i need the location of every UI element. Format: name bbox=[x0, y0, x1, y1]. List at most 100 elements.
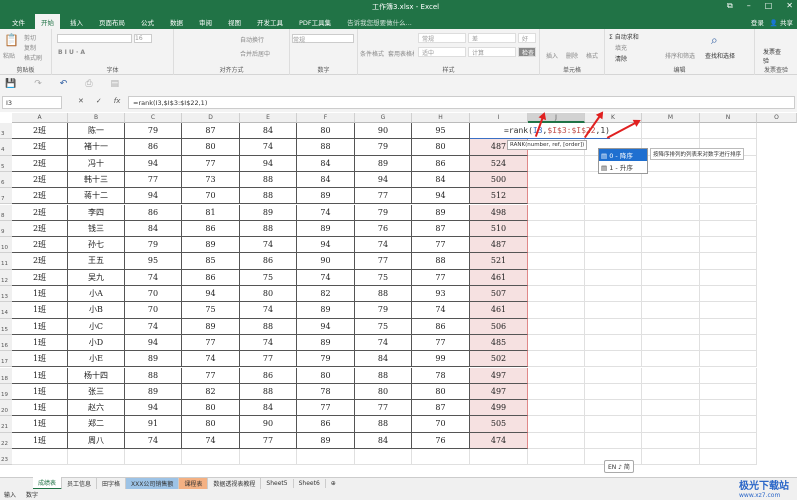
cell[interactable]: 81 bbox=[182, 204, 240, 221]
cell[interactable]: 524 bbox=[470, 155, 528, 172]
cell[interactable] bbox=[642, 155, 700, 172]
cell[interactable]: 507 bbox=[470, 286, 528, 303]
cell[interactable]: 2班 bbox=[12, 171, 68, 189]
cell[interactable]: 86 bbox=[412, 318, 470, 335]
cell[interactable] bbox=[528, 449, 585, 466]
tab-8[interactable]: 开发工具 bbox=[257, 18, 283, 27]
cell[interactable]: 1班 bbox=[12, 400, 68, 417]
bold-button[interactable]: B I U · A bbox=[58, 49, 85, 56]
merge-center-button[interactable]: 合并后居中 bbox=[240, 51, 271, 58]
cell[interactable] bbox=[470, 449, 528, 466]
sheet-tab[interactable]: Sheet6 bbox=[294, 479, 326, 488]
cell[interactable]: 77 bbox=[125, 171, 182, 189]
column-header-F[interactable]: F bbox=[297, 113, 355, 123]
cell[interactable] bbox=[68, 449, 125, 466]
cell[interactable]: 1班 bbox=[12, 383, 68, 401]
cell[interactable]: 74 bbox=[240, 302, 297, 319]
sheet-tab[interactable]: 课程表 bbox=[179, 478, 209, 489]
cell[interactable]: 79 bbox=[355, 204, 412, 221]
spreadsheet-grid[interactable]: A B C D E F G H I J K M N O 3 2班 陈一 79 87 84 80 90 95 4 2班 褚十一 86 8… bbox=[0, 113, 797, 477]
cell[interactable] bbox=[528, 318, 585, 335]
cell[interactable] bbox=[700, 237, 757, 254]
style-check-cell[interactable]: 检查单元格 bbox=[518, 47, 536, 57]
cell[interactable]: 赵六 bbox=[68, 400, 125, 417]
cell[interactable] bbox=[700, 449, 757, 466]
cell[interactable]: 86 bbox=[412, 155, 470, 172]
maximize-button[interactable]: □ bbox=[764, 1, 773, 10]
cell[interactable]: 77 bbox=[412, 269, 470, 286]
fill-button[interactable]: 填充 bbox=[615, 45, 628, 52]
cell[interactable]: 孙七 bbox=[68, 237, 125, 254]
cell[interactable]: 94 bbox=[125, 155, 182, 172]
cell[interactable] bbox=[297, 449, 355, 466]
cell[interactable]: 497 bbox=[470, 383, 528, 401]
cell[interactable]: 70 bbox=[125, 286, 182, 303]
cell[interactable] bbox=[700, 204, 757, 221]
cell[interactable]: 74 bbox=[182, 432, 240, 449]
row-header[interactable]: 5 bbox=[0, 155, 12, 172]
column-header-O[interactable]: O bbox=[757, 113, 797, 123]
cell[interactable] bbox=[642, 432, 700, 449]
cell[interactable]: 85 bbox=[182, 253, 240, 270]
font-size-select[interactable]: 16 bbox=[134, 34, 152, 43]
row-header[interactable]: 16 bbox=[0, 334, 12, 352]
cell[interactable]: 1班 bbox=[12, 302, 68, 319]
cell[interactable]: 1班 bbox=[12, 318, 68, 335]
row-header[interactable]: 18 bbox=[0, 367, 12, 384]
cell[interactable]: 84 bbox=[412, 171, 470, 189]
cell[interactable] bbox=[585, 302, 642, 319]
cell[interactable]: 小E bbox=[68, 351, 125, 368]
cell[interactable]: 89 bbox=[297, 334, 355, 352]
cell[interactable]: 86 bbox=[240, 253, 297, 270]
cell[interactable]: 82 bbox=[297, 286, 355, 303]
cell[interactable]: 小B bbox=[68, 302, 125, 319]
column-header-A[interactable]: A bbox=[12, 113, 68, 123]
cell[interactable] bbox=[642, 302, 700, 319]
cell[interactable] bbox=[528, 367, 585, 384]
cell[interactable] bbox=[528, 204, 585, 221]
cell[interactable] bbox=[700, 269, 757, 286]
cell[interactable] bbox=[528, 416, 585, 433]
sort-filter-button[interactable]: 排序和筛选 bbox=[665, 53, 696, 60]
tab-6[interactable]: 审阅 bbox=[199, 18, 212, 27]
cell[interactable]: 84 bbox=[240, 400, 297, 417]
autosum-button[interactable]: Σ 自动求和 bbox=[609, 34, 639, 41]
cell[interactable] bbox=[642, 204, 700, 221]
cell[interactable] bbox=[528, 334, 585, 352]
cell[interactable] bbox=[642, 416, 700, 433]
sheet-tab[interactable]: XXX公司销售额 bbox=[126, 478, 180, 489]
sheet-tab[interactable]: 数据透视表教程 bbox=[208, 478, 262, 489]
cell[interactable]: 80 bbox=[182, 416, 240, 433]
cell[interactable]: 蒋十二 bbox=[68, 188, 125, 205]
name-box[interactable]: I3 bbox=[2, 96, 62, 109]
invoice-check-button[interactable]: 发票查验 bbox=[763, 49, 782, 65]
sheet-tab[interactable]: Sheet5 bbox=[261, 479, 294, 488]
cell[interactable]: 78 bbox=[412, 367, 470, 384]
cell[interactable] bbox=[700, 400, 757, 417]
style-bad[interactable]: 差 bbox=[468, 33, 516, 43]
cell[interactable] bbox=[585, 432, 642, 449]
cell[interactable] bbox=[642, 383, 700, 401]
format-painter-button[interactable]: 格式刷 bbox=[24, 55, 43, 62]
cell[interactable]: 510 bbox=[470, 220, 528, 238]
cell[interactable]: 74 bbox=[240, 237, 297, 254]
cell[interactable] bbox=[642, 220, 700, 238]
column-header-E[interactable]: E bbox=[240, 113, 297, 123]
tab-4[interactable]: 公式 bbox=[141, 18, 154, 27]
cell[interactable]: 77 bbox=[240, 432, 297, 449]
cell[interactable]: 74 bbox=[125, 269, 182, 286]
column-header-I[interactable]: I bbox=[470, 113, 528, 123]
cell[interactable]: 89 bbox=[240, 204, 297, 221]
cell[interactable] bbox=[528, 171, 585, 189]
cell[interactable]: 2班 bbox=[12, 204, 68, 221]
cell[interactable] bbox=[700, 416, 757, 433]
style-neutral[interactable]: 适中 bbox=[418, 47, 466, 57]
cell[interactable]: 88 bbox=[125, 367, 182, 384]
cell[interactable]: 小D bbox=[68, 334, 125, 352]
cell[interactable]: 88 bbox=[240, 318, 297, 335]
format-cells-button[interactable]: 格式 bbox=[586, 53, 599, 60]
cell[interactable]: 74 bbox=[297, 204, 355, 221]
cell[interactable] bbox=[585, 237, 642, 254]
cell[interactable]: 505 bbox=[470, 416, 528, 433]
cell[interactable]: 94 bbox=[125, 334, 182, 352]
